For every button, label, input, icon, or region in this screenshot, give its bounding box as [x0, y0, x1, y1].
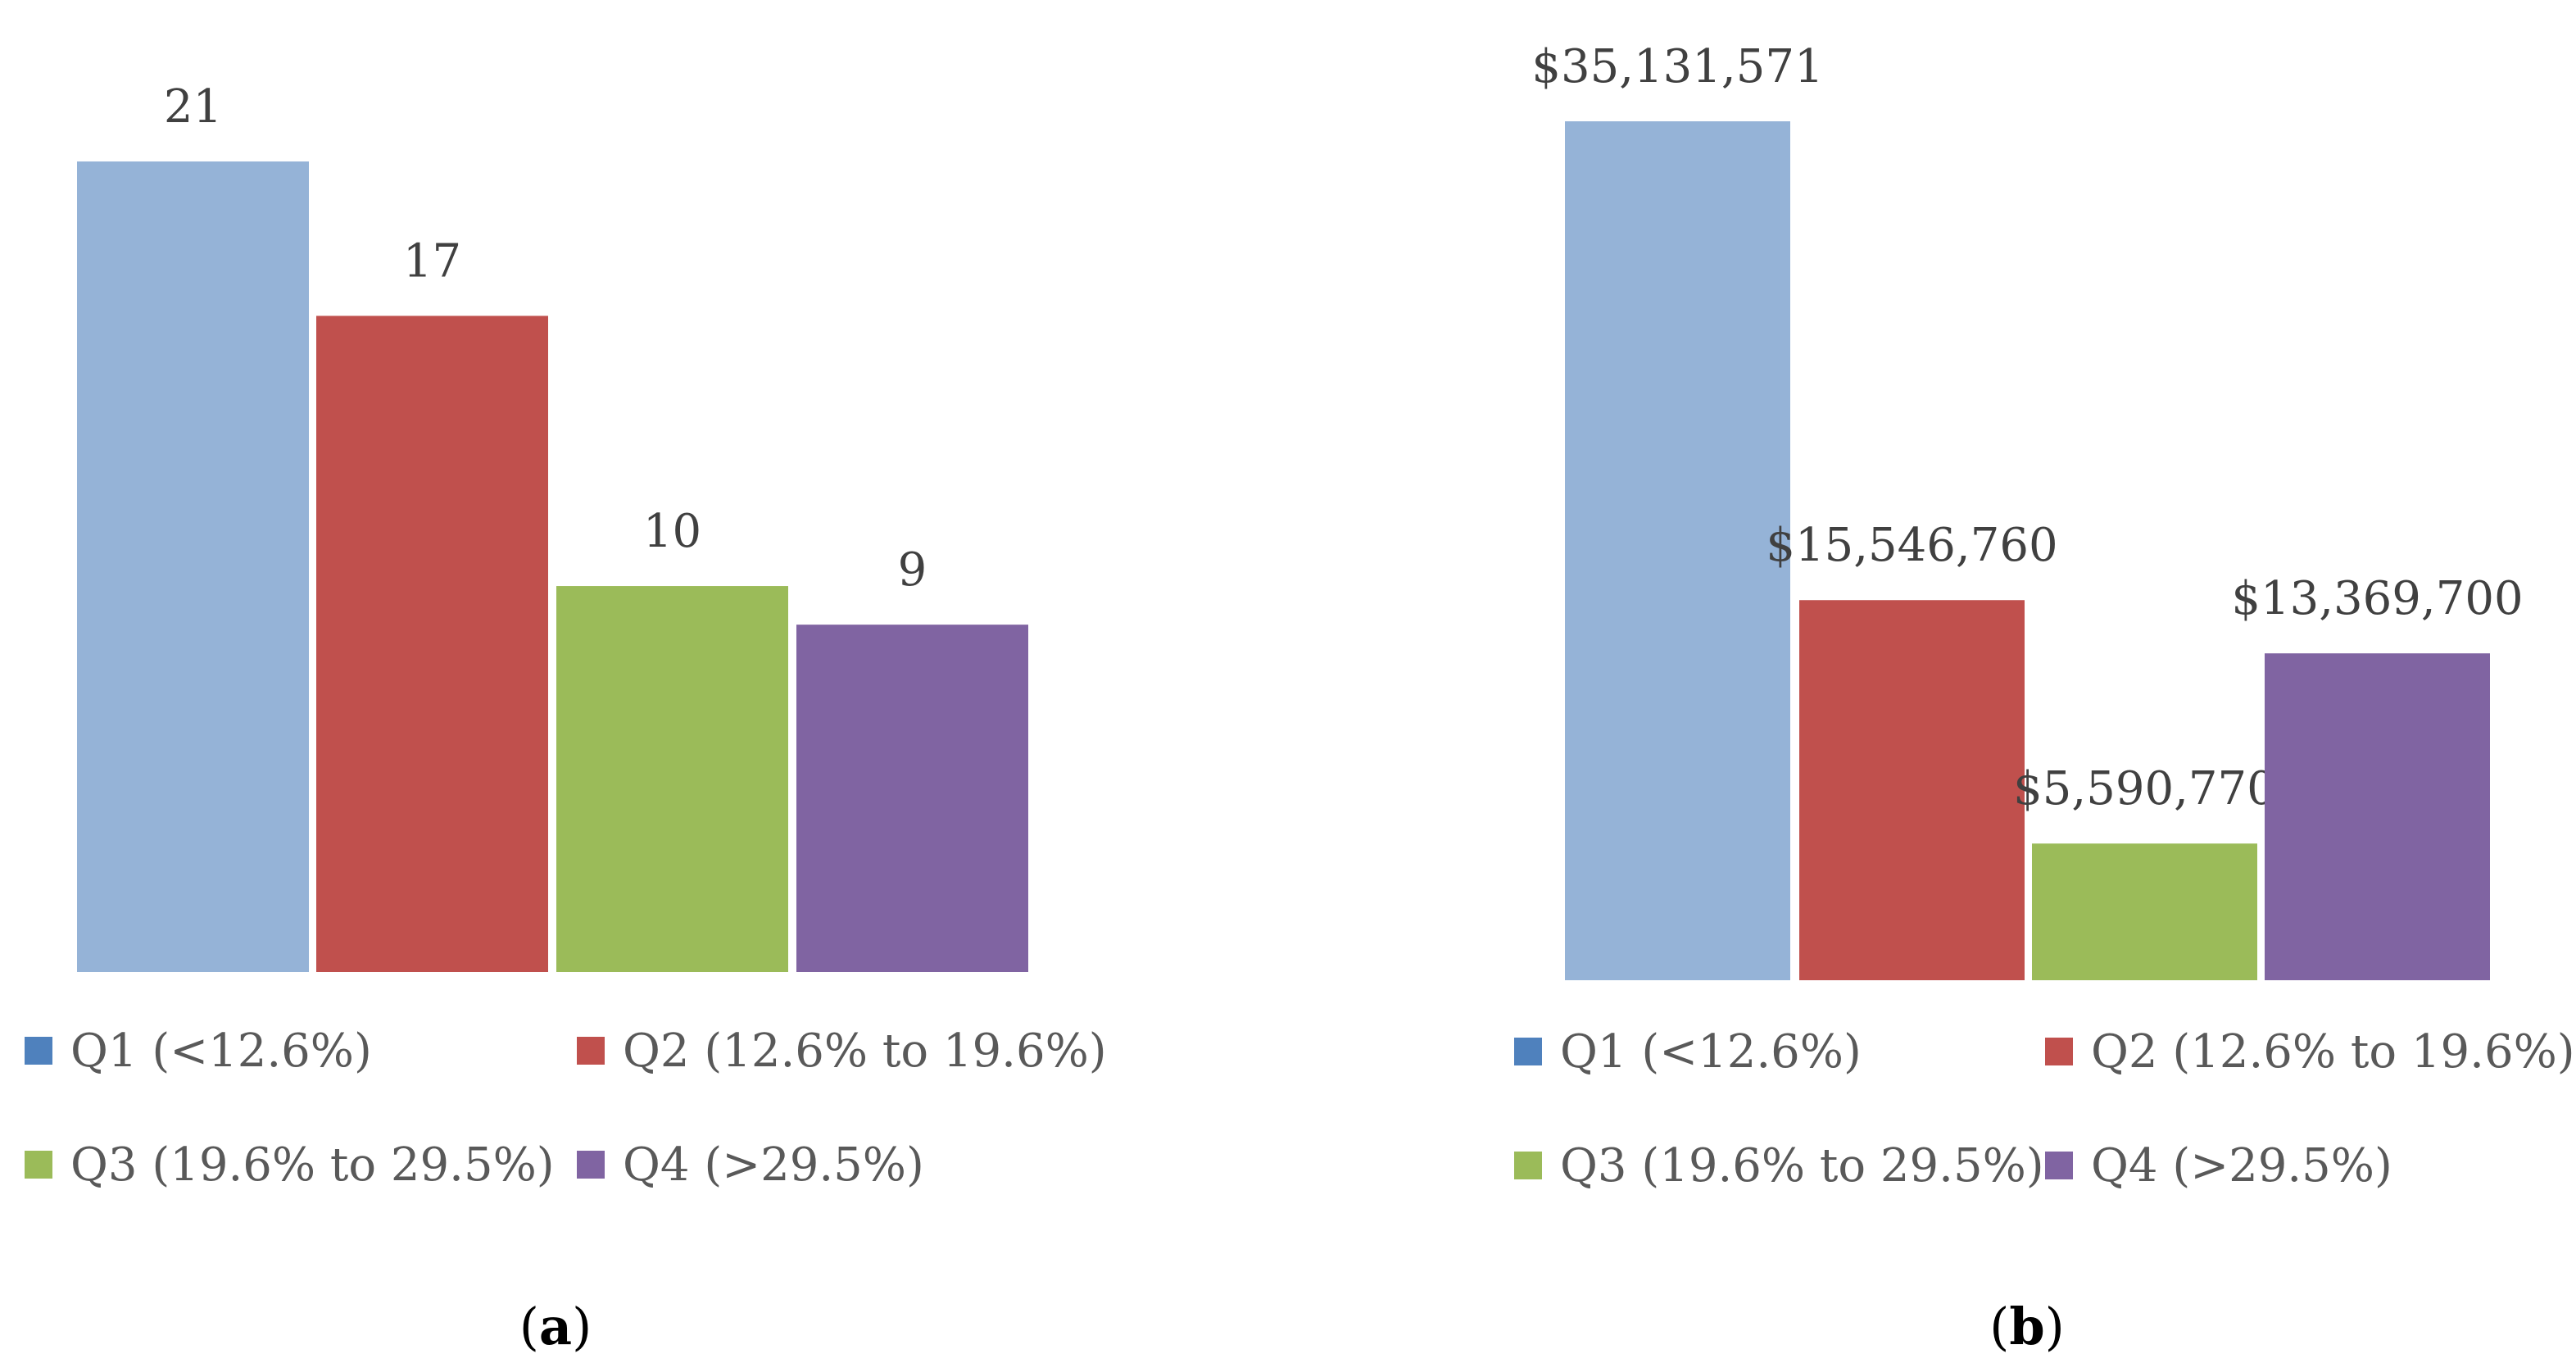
legend-marker-b-q2 [2045, 1038, 2073, 1065]
bar-a-q2 [316, 316, 548, 972]
panel-letter-b: b [2009, 1297, 2044, 1356]
data-label-a-q2: 17 [403, 234, 461, 288]
panel-caption-b: (b) [1989, 1297, 2065, 1356]
panel-caption-a: (a) [519, 1297, 592, 1356]
data-label-a-q1: 21 [164, 80, 222, 134]
legend-marker-b-q4 [2045, 1152, 2073, 1179]
bar-a-q1 [77, 161, 309, 972]
legend-label-b-q1: Q1 (<12.6%) [1560, 1025, 1862, 1079]
bar-b-q3 [2032, 843, 2257, 980]
data-label-a-q4: 9 [898, 543, 927, 597]
data-label-b-q2: $15,546,760 [1766, 519, 2057, 572]
panel-letter-a: a [539, 1297, 572, 1356]
data-label-a-q3: 10 [643, 505, 701, 558]
legend-label-a-q4: Q4 (>29.5%) [623, 1138, 924, 1192]
bar-b-q4 [2265, 653, 2490, 980]
legend-label-a-q3: Q3 (19.6% to 29.5%) [70, 1138, 555, 1192]
legend-label-b-q4: Q4 (>29.5%) [2091, 1139, 2392, 1193]
legend-marker-a-q2 [577, 1037, 605, 1065]
legend-label-b-q3: Q3 (19.6% to 29.5%) [1560, 1139, 2044, 1193]
bar-b-q1 [1565, 121, 1790, 980]
legend-marker-b-q1 [1514, 1038, 1542, 1065]
bar-b-q2 [1799, 600, 2025, 980]
bar-a-q4 [796, 625, 1028, 972]
legend-b: Q1 (<12.6%) Q2 (12.6% to 19.6%) Q3 (19.6% … [1514, 1025, 2575, 1193]
legend-marker-a-q3 [25, 1151, 52, 1179]
legend-label-b-q2: Q2 (12.6% to 19.6%) [2091, 1025, 2575, 1079]
legend-marker-b-q3 [1514, 1152, 1542, 1179]
legend-label-a-q1: Q1 (<12.6%) [70, 1024, 372, 1078]
legend-a: Q1 (<12.6%) Q2 (12.6% to 19.6%) Q3 (19.6% … [25, 1024, 1107, 1192]
legend-marker-a-q1 [25, 1037, 52, 1065]
chart-panel-a: 21 17 10 9 Q1 (<12.6%) Q2 (12.6% to 19.6%) Q3 … [25, 80, 1107, 1356]
data-label-b-q4: $13,369,700 [2231, 572, 2523, 625]
chart-panel-b: $35,131,571 $15,546,760 $5,590,770 $13,369,… [1514, 40, 2575, 1356]
data-label-b-q1: $35,131,571 [1531, 40, 1823, 93]
legend-label-a-q2: Q2 (12.6% to 19.6%) [623, 1024, 1107, 1078]
figure: 21 17 10 9 Q1 (<12.6%) Q2 (12.6% to 19.6%) Q3 … [0, 0, 2576, 1372]
bar-a-q3 [556, 586, 788, 972]
data-label-b-q3: $5,590,770 [2013, 762, 2276, 815]
legend-marker-a-q4 [577, 1151, 605, 1179]
